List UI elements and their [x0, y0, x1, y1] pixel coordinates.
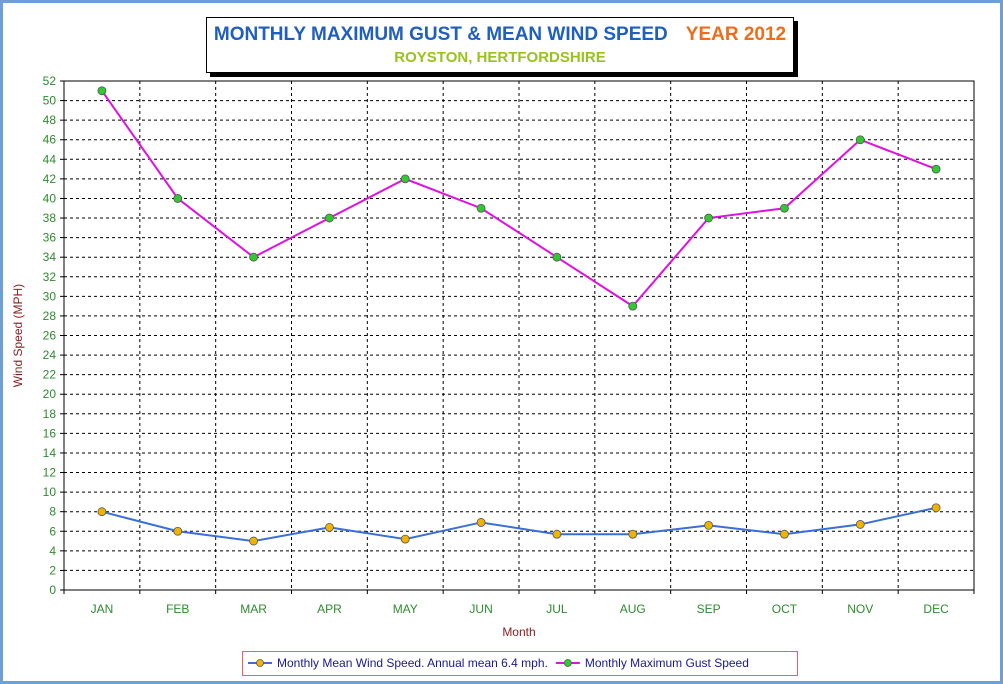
- y-tick-label: 26: [43, 329, 57, 343]
- x-tick-label: MAY: [393, 602, 418, 616]
- y-tick-label: 10: [43, 485, 57, 499]
- data-point: [173, 526, 183, 536]
- data-point: [628, 529, 638, 539]
- x-tick-label: SEP: [697, 602, 721, 616]
- y-tick-label: 34: [43, 250, 57, 264]
- legend-marker: [563, 659, 572, 667]
- x-tick-label: AUG: [620, 602, 646, 616]
- y-tick-label: 4: [49, 544, 56, 558]
- data-point: [780, 529, 789, 539]
- chart-title-box: MONTHLY MAXIMUM GUST & MEAN WIND SPEED YE…: [206, 17, 794, 73]
- x-tick-label: APR: [317, 602, 342, 616]
- y-tick-label: 50: [43, 94, 57, 108]
- data-point: [476, 518, 486, 527]
- y-tick-label: 44: [43, 152, 57, 166]
- series-line: [101, 90, 937, 308]
- y-tick-label: 42: [43, 172, 57, 186]
- y-tick-label: 28: [43, 309, 57, 323]
- series-2: [97, 86, 941, 311]
- legend-marker: [256, 659, 264, 667]
- data-point: [97, 507, 107, 517]
- data-point: [173, 194, 183, 203]
- y-tick-label: 12: [43, 466, 57, 480]
- legend-label: Monthly Maximum Gust Speed: [585, 656, 749, 670]
- x-tick-label: NOV: [847, 602, 873, 616]
- data-point: [704, 213, 713, 223]
- series-1: [97, 503, 941, 546]
- chart-legend: [242, 651, 798, 676]
- data-point: [249, 536, 258, 546]
- data-point: [628, 301, 638, 311]
- y-tick-label: 40: [43, 191, 57, 205]
- data-point: [931, 503, 941, 513]
- y-tick-label: 18: [43, 407, 57, 421]
- x-tick-label: DEC: [923, 602, 949, 616]
- y-tick-label: 0: [49, 583, 56, 597]
- x-tick-label: OCT: [772, 602, 798, 616]
- y-tick-label: 32: [43, 270, 57, 284]
- data-point: [855, 135, 865, 145]
- data-point: [855, 520, 865, 529]
- data-point: [325, 213, 334, 223]
- chart-title-year: YEAR 2012: [685, 24, 787, 45]
- y-tick-label: 16: [43, 426, 57, 440]
- data-point: [400, 534, 410, 544]
- x-axis-title: Month: [502, 625, 535, 639]
- y-tick-label: 2: [49, 563, 56, 577]
- data-point: [249, 252, 258, 262]
- y-tick-label: 20: [43, 387, 57, 401]
- data-point: [931, 164, 941, 174]
- y-tick-label: 24: [43, 348, 57, 362]
- x-tick-label: JAN: [91, 602, 114, 616]
- data-point: [780, 203, 789, 213]
- chart-subtitle: ROYSTON, HERTFORDSHIRE: [394, 49, 606, 66]
- data-point: [552, 529, 562, 539]
- y-tick-label: 8: [49, 505, 56, 519]
- data-point: [325, 522, 334, 532]
- y-tick-label: 36: [43, 231, 57, 245]
- data-point: [476, 203, 486, 213]
- y-tick-label: 52: [43, 74, 57, 88]
- chart-title: MONTHLY MAXIMUM GUST & MEAN WIND SPEED: [213, 24, 668, 45]
- y-tick-label: 48: [43, 113, 57, 127]
- x-tick-label: JUN: [469, 602, 492, 616]
- data-point: [97, 86, 107, 96]
- y-tick-label: 14: [43, 446, 57, 460]
- data-point: [400, 174, 410, 184]
- y-tick-label: 38: [43, 211, 57, 225]
- y-tick-label: 6: [49, 524, 56, 538]
- y-tick-label: 22: [43, 368, 57, 382]
- x-tick-label: MAR: [240, 602, 267, 616]
- series-line: [101, 506, 937, 543]
- x-tick-label: JUL: [546, 602, 568, 616]
- data-point: [704, 520, 713, 530]
- y-axis-title: Wind Speed (MPH): [11, 284, 25, 387]
- x-tick-label: FEB: [166, 602, 189, 616]
- y-tick-label: 46: [43, 133, 57, 147]
- legend-label: Monthly Mean Wind Speed. Annual mean 6.4…: [277, 656, 548, 670]
- y-tick-label: 30: [43, 289, 57, 303]
- data-point: [552, 252, 562, 262]
